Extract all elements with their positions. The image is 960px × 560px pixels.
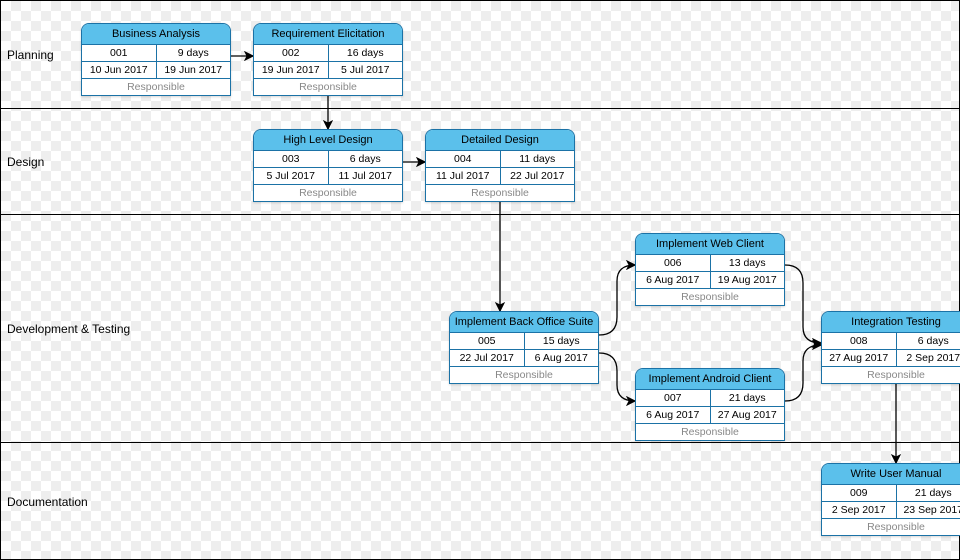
- node-start-date: 11 Jul 2017: [426, 168, 500, 184]
- pert-diagram-canvas: Planning Design Development & Testing Docum…: [0, 0, 960, 560]
- node-title: Business Analysis: [82, 24, 230, 45]
- node-implement-web-client[interactable]: Implement Web Client00613 days6 Aug 2017…: [635, 233, 785, 306]
- node-start-date: 27 Aug 2017: [822, 350, 896, 366]
- node-start-date: 22 Jul 2017: [450, 350, 524, 366]
- node-title: Write User Manual: [822, 464, 960, 485]
- node-responsible: Responsible: [450, 367, 598, 383]
- node-implement-android-client[interactable]: Implement Android Client00721 days6 Aug …: [635, 368, 785, 441]
- lane-label: Documentation: [7, 495, 88, 509]
- node-high-level-design[interactable]: High Level Design0036 days5 Jul 201711 J…: [253, 129, 403, 202]
- node-duration: 15 days: [524, 333, 599, 349]
- node-title: Implement Back Office Suite: [450, 312, 598, 333]
- node-responsible: Responsible: [822, 367, 960, 383]
- node-id: 009: [822, 485, 896, 501]
- node-duration: 21 days: [710, 390, 785, 406]
- node-requirement-elicitation[interactable]: Requirement Elicitation00216 days19 Jun …: [253, 23, 403, 96]
- node-duration: 13 days: [710, 255, 785, 271]
- node-duration: 11 days: [500, 151, 575, 167]
- node-id: 004: [426, 151, 500, 167]
- node-responsible: Responsible: [426, 185, 574, 201]
- node-title: Implement Android Client: [636, 369, 784, 390]
- node-title: Integration Testing: [822, 312, 960, 333]
- node-end-date: 19 Jun 2017: [156, 62, 231, 78]
- node-responsible: Responsible: [636, 289, 784, 305]
- node-integration-testing[interactable]: Integration Testing0086 days27 Aug 20172…: [821, 311, 960, 384]
- node-title: Requirement Elicitation: [254, 24, 402, 45]
- node-start-date: 19 Jun 2017: [254, 62, 328, 78]
- node-id: 006: [636, 255, 710, 271]
- node-duration: 6 days: [896, 333, 960, 349]
- node-responsible: Responsible: [254, 185, 402, 201]
- node-duration: 16 days: [328, 45, 403, 61]
- node-end-date: 11 Jul 2017: [328, 168, 403, 184]
- node-start-date: 5 Jul 2017: [254, 168, 328, 184]
- node-id: 002: [254, 45, 328, 61]
- node-write-user-manual[interactable]: Write User Manual00921 days2 Sep 201723 …: [821, 463, 960, 536]
- lane-label: Design: [7, 155, 44, 169]
- node-duration: 21 days: [896, 485, 960, 501]
- node-start-date: 6 Aug 2017: [636, 407, 710, 423]
- node-responsible: Responsible: [82, 79, 230, 95]
- node-implement-back-office[interactable]: Implement Back Office Suite00515 days22 …: [449, 311, 599, 384]
- node-end-date: 22 Jul 2017: [500, 168, 575, 184]
- node-title: Implement Web Client: [636, 234, 784, 255]
- node-business-analysis[interactable]: Business Analysis0019 days10 Jun 201719 …: [81, 23, 231, 96]
- node-id: 008: [822, 333, 896, 349]
- node-end-date: 23 Sep 2017: [896, 502, 960, 518]
- node-start-date: 10 Jun 2017: [82, 62, 156, 78]
- node-end-date: 27 Aug 2017: [710, 407, 785, 423]
- node-end-date: 5 Jul 2017: [328, 62, 403, 78]
- lane-documentation: Documentation: [1, 443, 959, 560]
- node-responsible: Responsible: [636, 424, 784, 440]
- node-responsible: Responsible: [254, 79, 402, 95]
- node-duration: 9 days: [156, 45, 231, 61]
- node-id: 005: [450, 333, 524, 349]
- node-id: 001: [82, 45, 156, 61]
- node-end-date: 19 Aug 2017: [710, 272, 785, 288]
- node-responsible: Responsible: [822, 519, 960, 535]
- lane-label: Development & Testing: [7, 322, 130, 336]
- node-start-date: 6 Aug 2017: [636, 272, 710, 288]
- node-start-date: 2 Sep 2017: [822, 502, 896, 518]
- node-title: High Level Design: [254, 130, 402, 151]
- lane-label: Planning: [7, 48, 54, 62]
- node-end-date: 2 Sep 2017: [896, 350, 960, 366]
- node-end-date: 6 Aug 2017: [524, 350, 599, 366]
- node-detailed-design[interactable]: Detailed Design00411 days11 Jul 201722 J…: [425, 129, 575, 202]
- node-id: 003: [254, 151, 328, 167]
- node-id: 007: [636, 390, 710, 406]
- node-duration: 6 days: [328, 151, 403, 167]
- node-title: Detailed Design: [426, 130, 574, 151]
